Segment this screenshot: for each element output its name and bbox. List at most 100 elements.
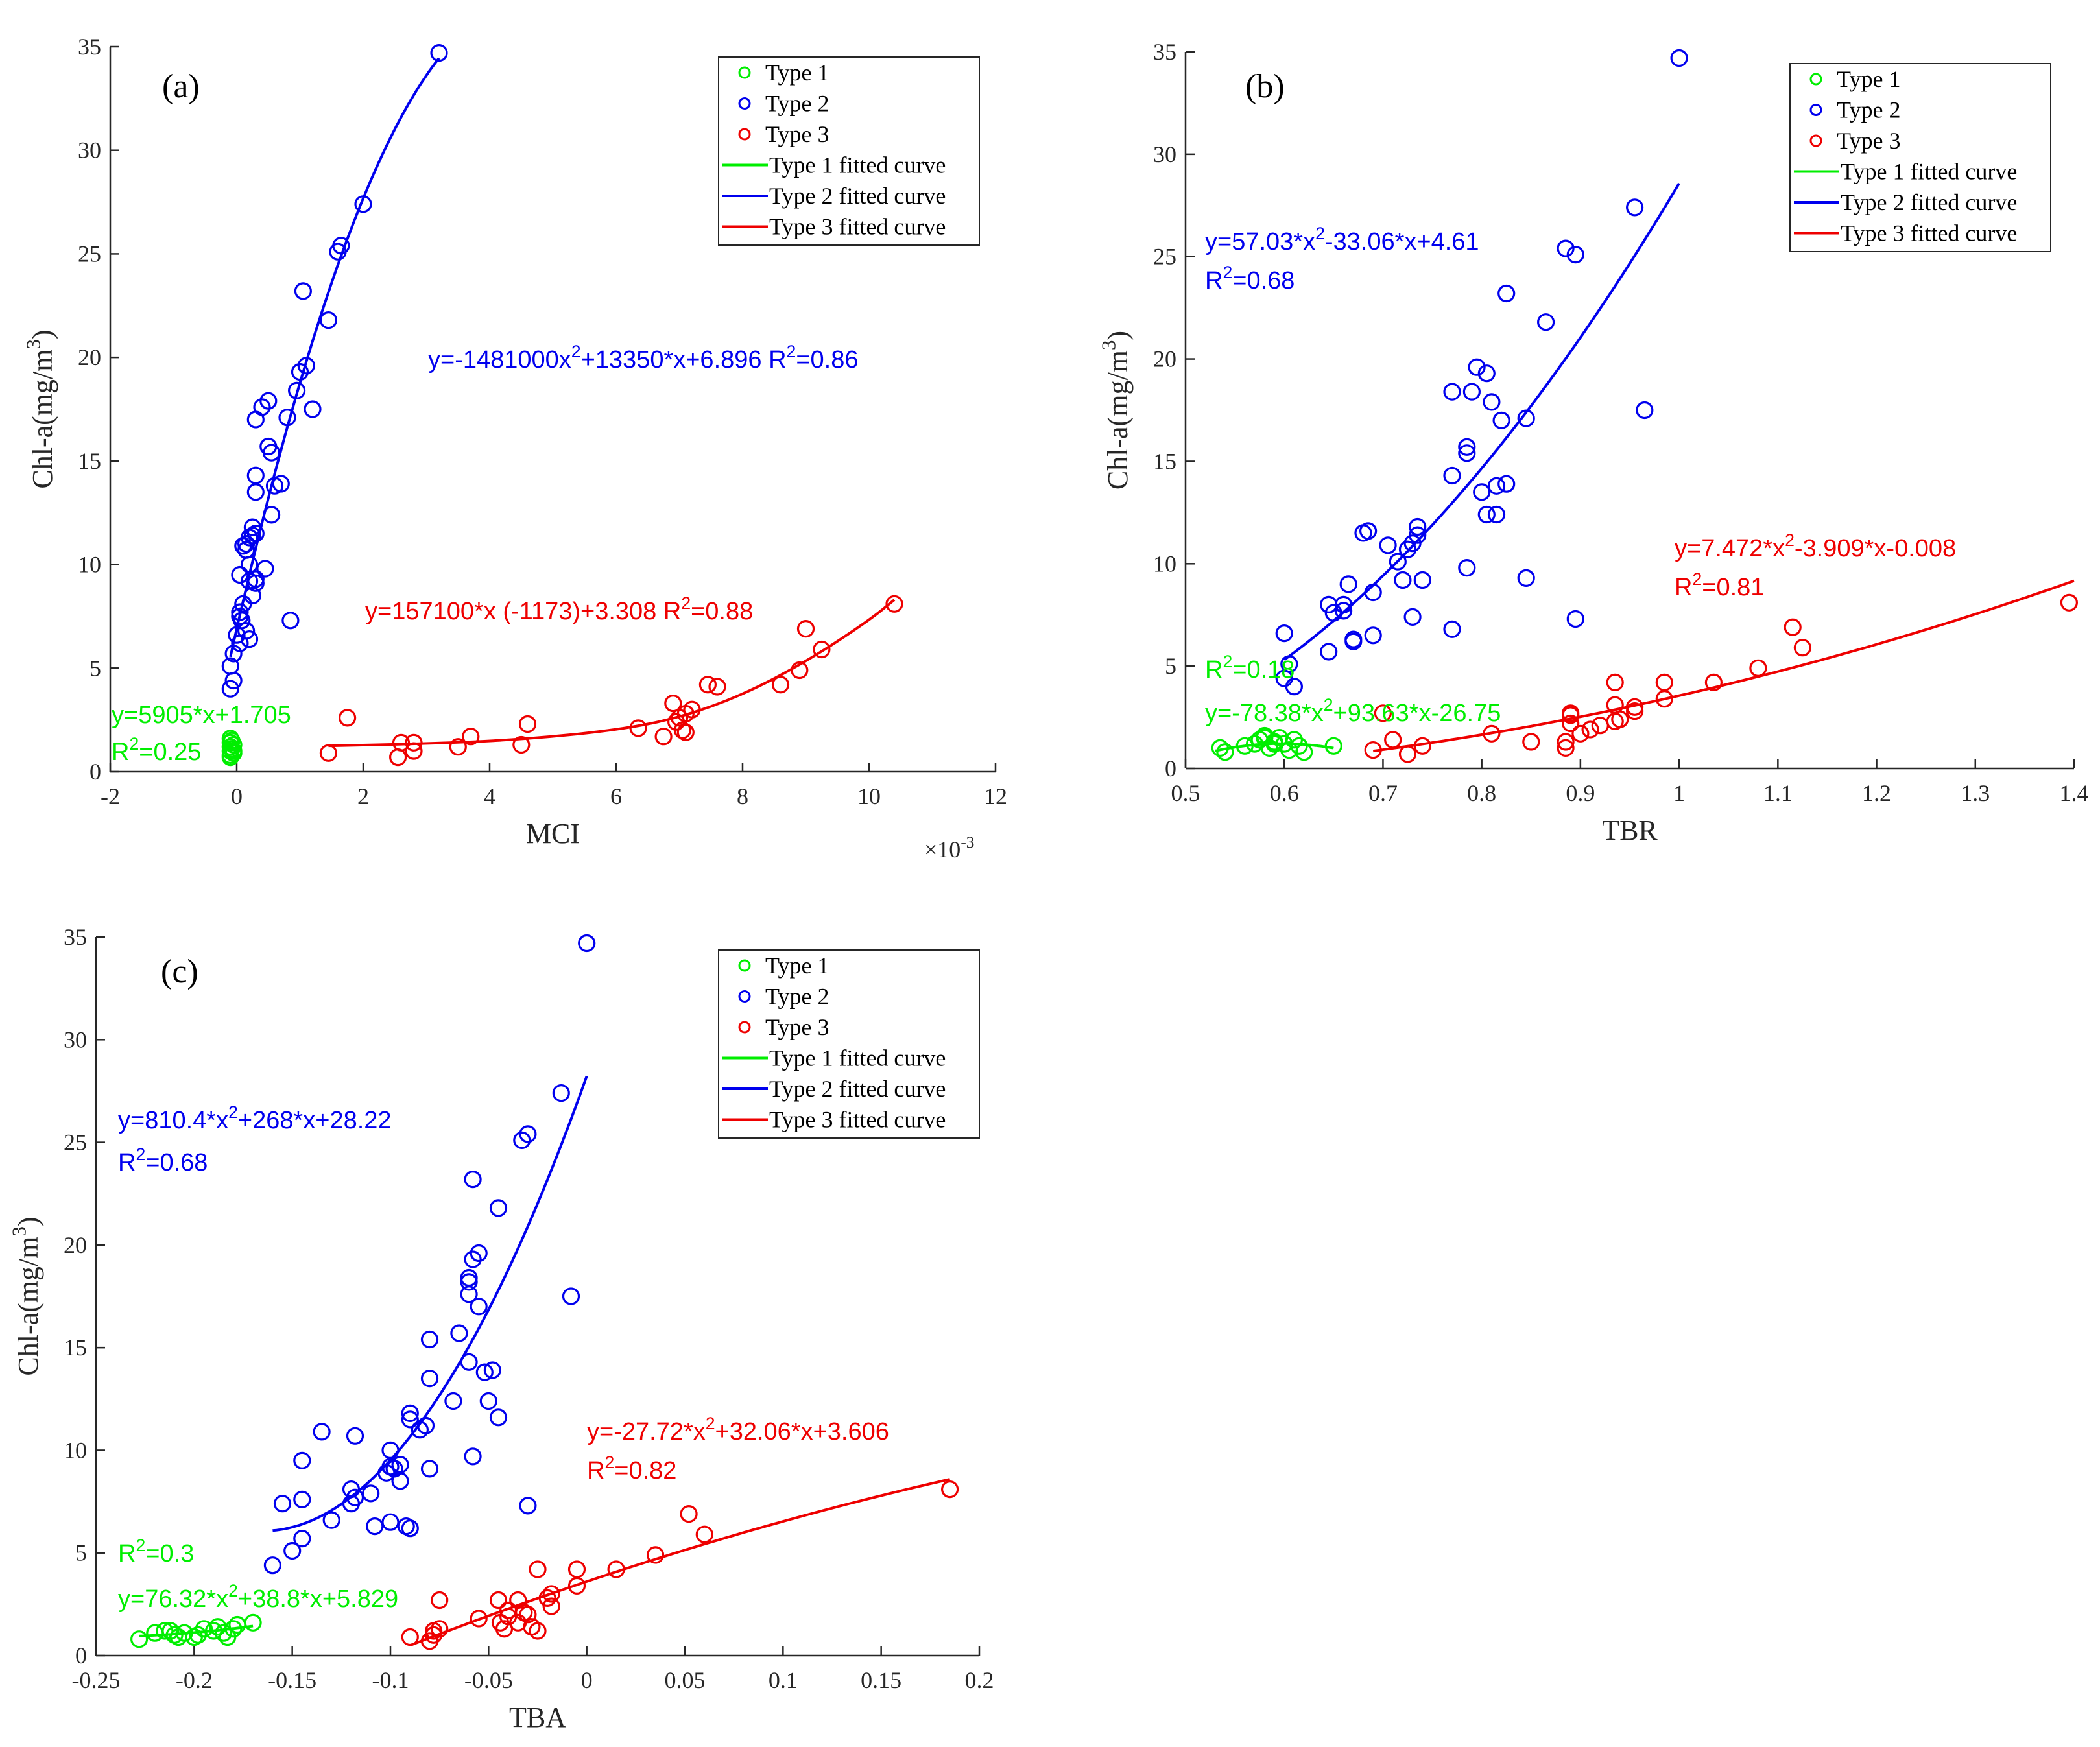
type3-point [1557,733,1575,751]
type2-point [450,1324,468,1342]
type1-point [195,1620,213,1638]
y-axis-label: Chl-a(mg/m3​) [1098,331,1134,490]
type3-fitted-curve [409,1478,951,1647]
x-tick-label: 0.6 [1270,780,1299,806]
type3-point [509,1591,527,1610]
type2-point [464,1170,482,1189]
x-tick-label: 1.2 [1862,780,1891,806]
type2-point [460,1285,478,1303]
type3-point [680,1505,698,1523]
y-tick-label: 30 [78,137,101,163]
type2-point [1458,444,1476,462]
x-tick-label: -2 [101,783,120,809]
type2-point [231,565,249,584]
type2-point [281,612,300,630]
type3-point [1562,706,1580,724]
type1-point [1216,743,1234,761]
type2-point [342,1480,361,1499]
type3-point [670,709,689,727]
y-tick-label: 25 [78,241,101,267]
type2-point [234,537,252,555]
type2-legend-marker [1809,104,1822,116]
type3-point [518,715,537,733]
legend-label: Type 2 fitted curve [769,183,946,209]
type2-point [1492,411,1510,429]
type2-point [1497,284,1516,303]
type3-point [1483,724,1501,743]
type3-point [676,723,695,741]
x-tick-label: 0.15 [861,1667,901,1693]
type2-point [401,1410,419,1429]
y-tick-label: 15 [78,448,101,474]
type2-point [1359,522,1378,540]
type3-point [1364,741,1382,759]
legend-label: Type 2 [1837,97,1900,123]
type2-point [1468,358,1486,376]
legend: Type 1 Type 2 Type 3 Type 1 fitted curve Typ… [718,56,980,246]
type3-point [529,1560,547,1578]
panel-label: (c) [161,953,198,990]
type3-point [664,694,682,713]
y-tick-label: 0 [1165,755,1176,781]
type2-point [444,1392,462,1410]
type1-point [244,1613,262,1632]
type2-point [483,1361,502,1379]
legend-label: Type 3 [1837,128,1900,154]
type3-point [1581,720,1599,739]
y-tick-label: 15 [1153,448,1176,474]
x-tick-label: 0.1 [769,1667,798,1693]
type2-point [470,1244,488,1263]
equation-type3-r2: R2​=0.81 [1675,569,1764,601]
type2-point [228,626,246,644]
type3-point [1606,673,1624,692]
type2-point [391,1456,409,1474]
x-tick-label: 0.8 [1467,780,1496,806]
type2-point [1443,383,1461,401]
y-axis-label-group: Chl-a(mg/m3​) [23,329,59,488]
x-tick-label: 0.2 [965,1667,994,1693]
type2-point [293,1530,311,1548]
type1-legend-marker [738,959,751,972]
equation-type3-eq: y=157100*x (-1173)+3.308 R2​=0.88 [365,593,753,625]
type3-point [538,1589,556,1607]
type3-point [1374,704,1392,722]
y-axis-label: Chl-a(mg/m3​) [23,329,59,488]
x-tick-label: 0.9 [1566,780,1595,806]
type2-point [263,1556,281,1575]
legend-label: Type 2 fitted curve [1841,189,2017,215]
type3-point [1557,739,1575,757]
type3-point [1793,639,1811,657]
type2-point [460,1273,478,1291]
legend-label: Type 2 [765,984,829,1010]
type2-point [377,1464,396,1482]
type2-point [1566,246,1584,264]
type1-point [189,1626,207,1644]
type3-point [542,1585,560,1603]
type2-point [231,603,249,621]
type3-point [405,733,423,752]
type2-point [1537,313,1555,331]
type3-point [940,1480,959,1499]
type3-point [1398,745,1417,763]
type2-point [234,595,252,613]
type2-point [291,362,309,381]
type2-point [256,560,274,578]
type2-point [416,1416,435,1434]
type3-point [654,728,673,746]
type1-point [219,1628,237,1646]
type2-point [489,1408,508,1427]
type2-point [293,1451,311,1469]
type1-point [1290,737,1308,755]
type2-point [1443,466,1461,485]
x-tick-label: -0.2 [176,1667,213,1693]
type3-point [401,1628,419,1646]
type1-point [1285,731,1304,749]
legend-label: Type 1 fitted curve [769,152,946,178]
type2-point [519,1125,537,1143]
type2-point [479,1392,497,1410]
type2-legend-marker [738,990,751,1003]
type3-point [708,678,726,696]
equation-type3-eq: y=-27.72*x2​+32.06*x+3.606 [587,1414,889,1445]
type3-point [1749,659,1767,677]
type2-point [1379,536,1397,554]
